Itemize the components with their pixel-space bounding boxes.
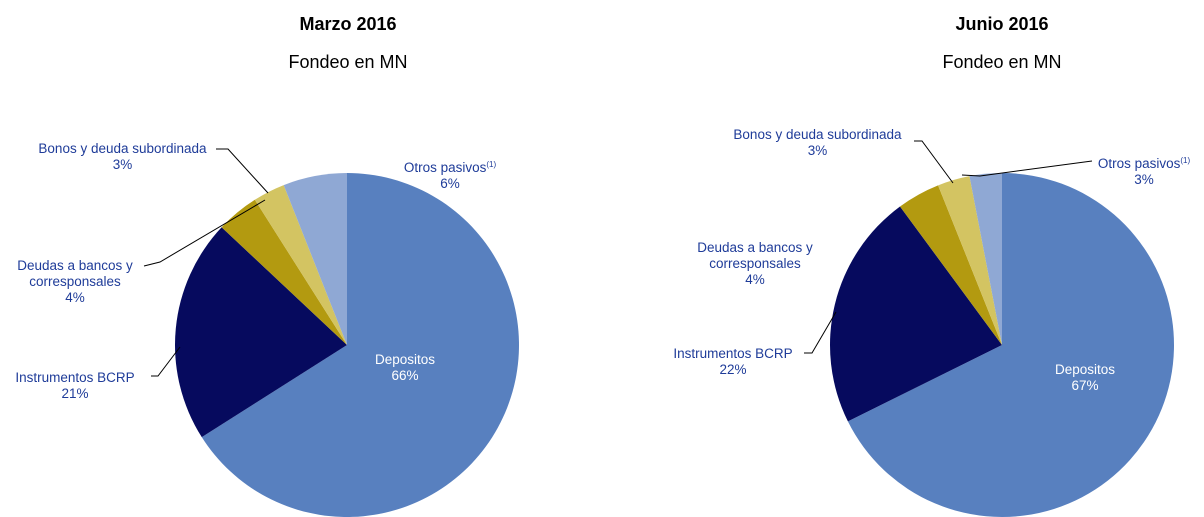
chart-marzo-2016: Marzo 2016 Fondeo en MN Depositos 66% In… bbox=[0, 0, 560, 517]
slice-label-deudas: Deudas a bancos y corresponsales 4% bbox=[17, 258, 133, 305]
chart-junio-2016: Junio 2016 Fondeo en MN Depositos 67% In… bbox=[640, 0, 1204, 517]
pie-slice-otros-pasivos bbox=[283, 173, 347, 345]
slice-label-instrumentos-bcrp: Instrumentos BCRP 22% bbox=[673, 346, 793, 377]
pie-chart bbox=[143, 148, 520, 517]
slice-label-depositos: Depositos 66% bbox=[374, 352, 436, 383]
pie-slice-instrumentos-bcrp bbox=[175, 227, 347, 438]
leader-line bbox=[143, 199, 266, 267]
pie-slice-instrumentos-bcrp bbox=[830, 206, 1002, 422]
leader-line bbox=[151, 346, 181, 377]
chart-title: Junio 2016 bbox=[955, 14, 1049, 34]
chart-title: Marzo 2016 bbox=[299, 14, 397, 34]
slice-label-otros-pasivos: Otros pasivos(1) 3% bbox=[1097, 156, 1191, 187]
pie-slice-otros-pasivos bbox=[969, 173, 1002, 345]
slice-label-bonos: Bonos y deuda subordinada 3% bbox=[38, 141, 207, 172]
slice-label-instrumentos-bcrp: Instrumentos BCRP 21% bbox=[15, 370, 135, 401]
leader-line bbox=[914, 140, 954, 184]
pie-slice-depositos bbox=[201, 173, 520, 517]
pie-slice-depositos bbox=[847, 173, 1174, 517]
leader-line bbox=[804, 311, 837, 354]
leader-line bbox=[216, 148, 269, 194]
slice-label-otros-pasivos: Otros pasivos(1) 6% bbox=[403, 160, 497, 191]
pie-slice-deudas bbox=[221, 199, 347, 345]
pie-slice-bonos bbox=[938, 176, 1002, 345]
pie-chart bbox=[804, 140, 1174, 517]
slice-label-depositos: Depositos 67% bbox=[1054, 362, 1116, 393]
pie-slice-deudas bbox=[900, 185, 1002, 345]
pie-slice-bonos bbox=[254, 185, 347, 345]
slice-label-bonos: Bonos y deuda subordinada 3% bbox=[733, 127, 902, 158]
chart-subtitle: Fondeo en MN bbox=[942, 52, 1062, 72]
slice-label-deudas: Deudas a bancos y corresponsales 4% bbox=[697, 240, 813, 287]
chart-subtitle: Fondeo en MN bbox=[288, 52, 408, 72]
leader-line bbox=[961, 160, 1093, 177]
